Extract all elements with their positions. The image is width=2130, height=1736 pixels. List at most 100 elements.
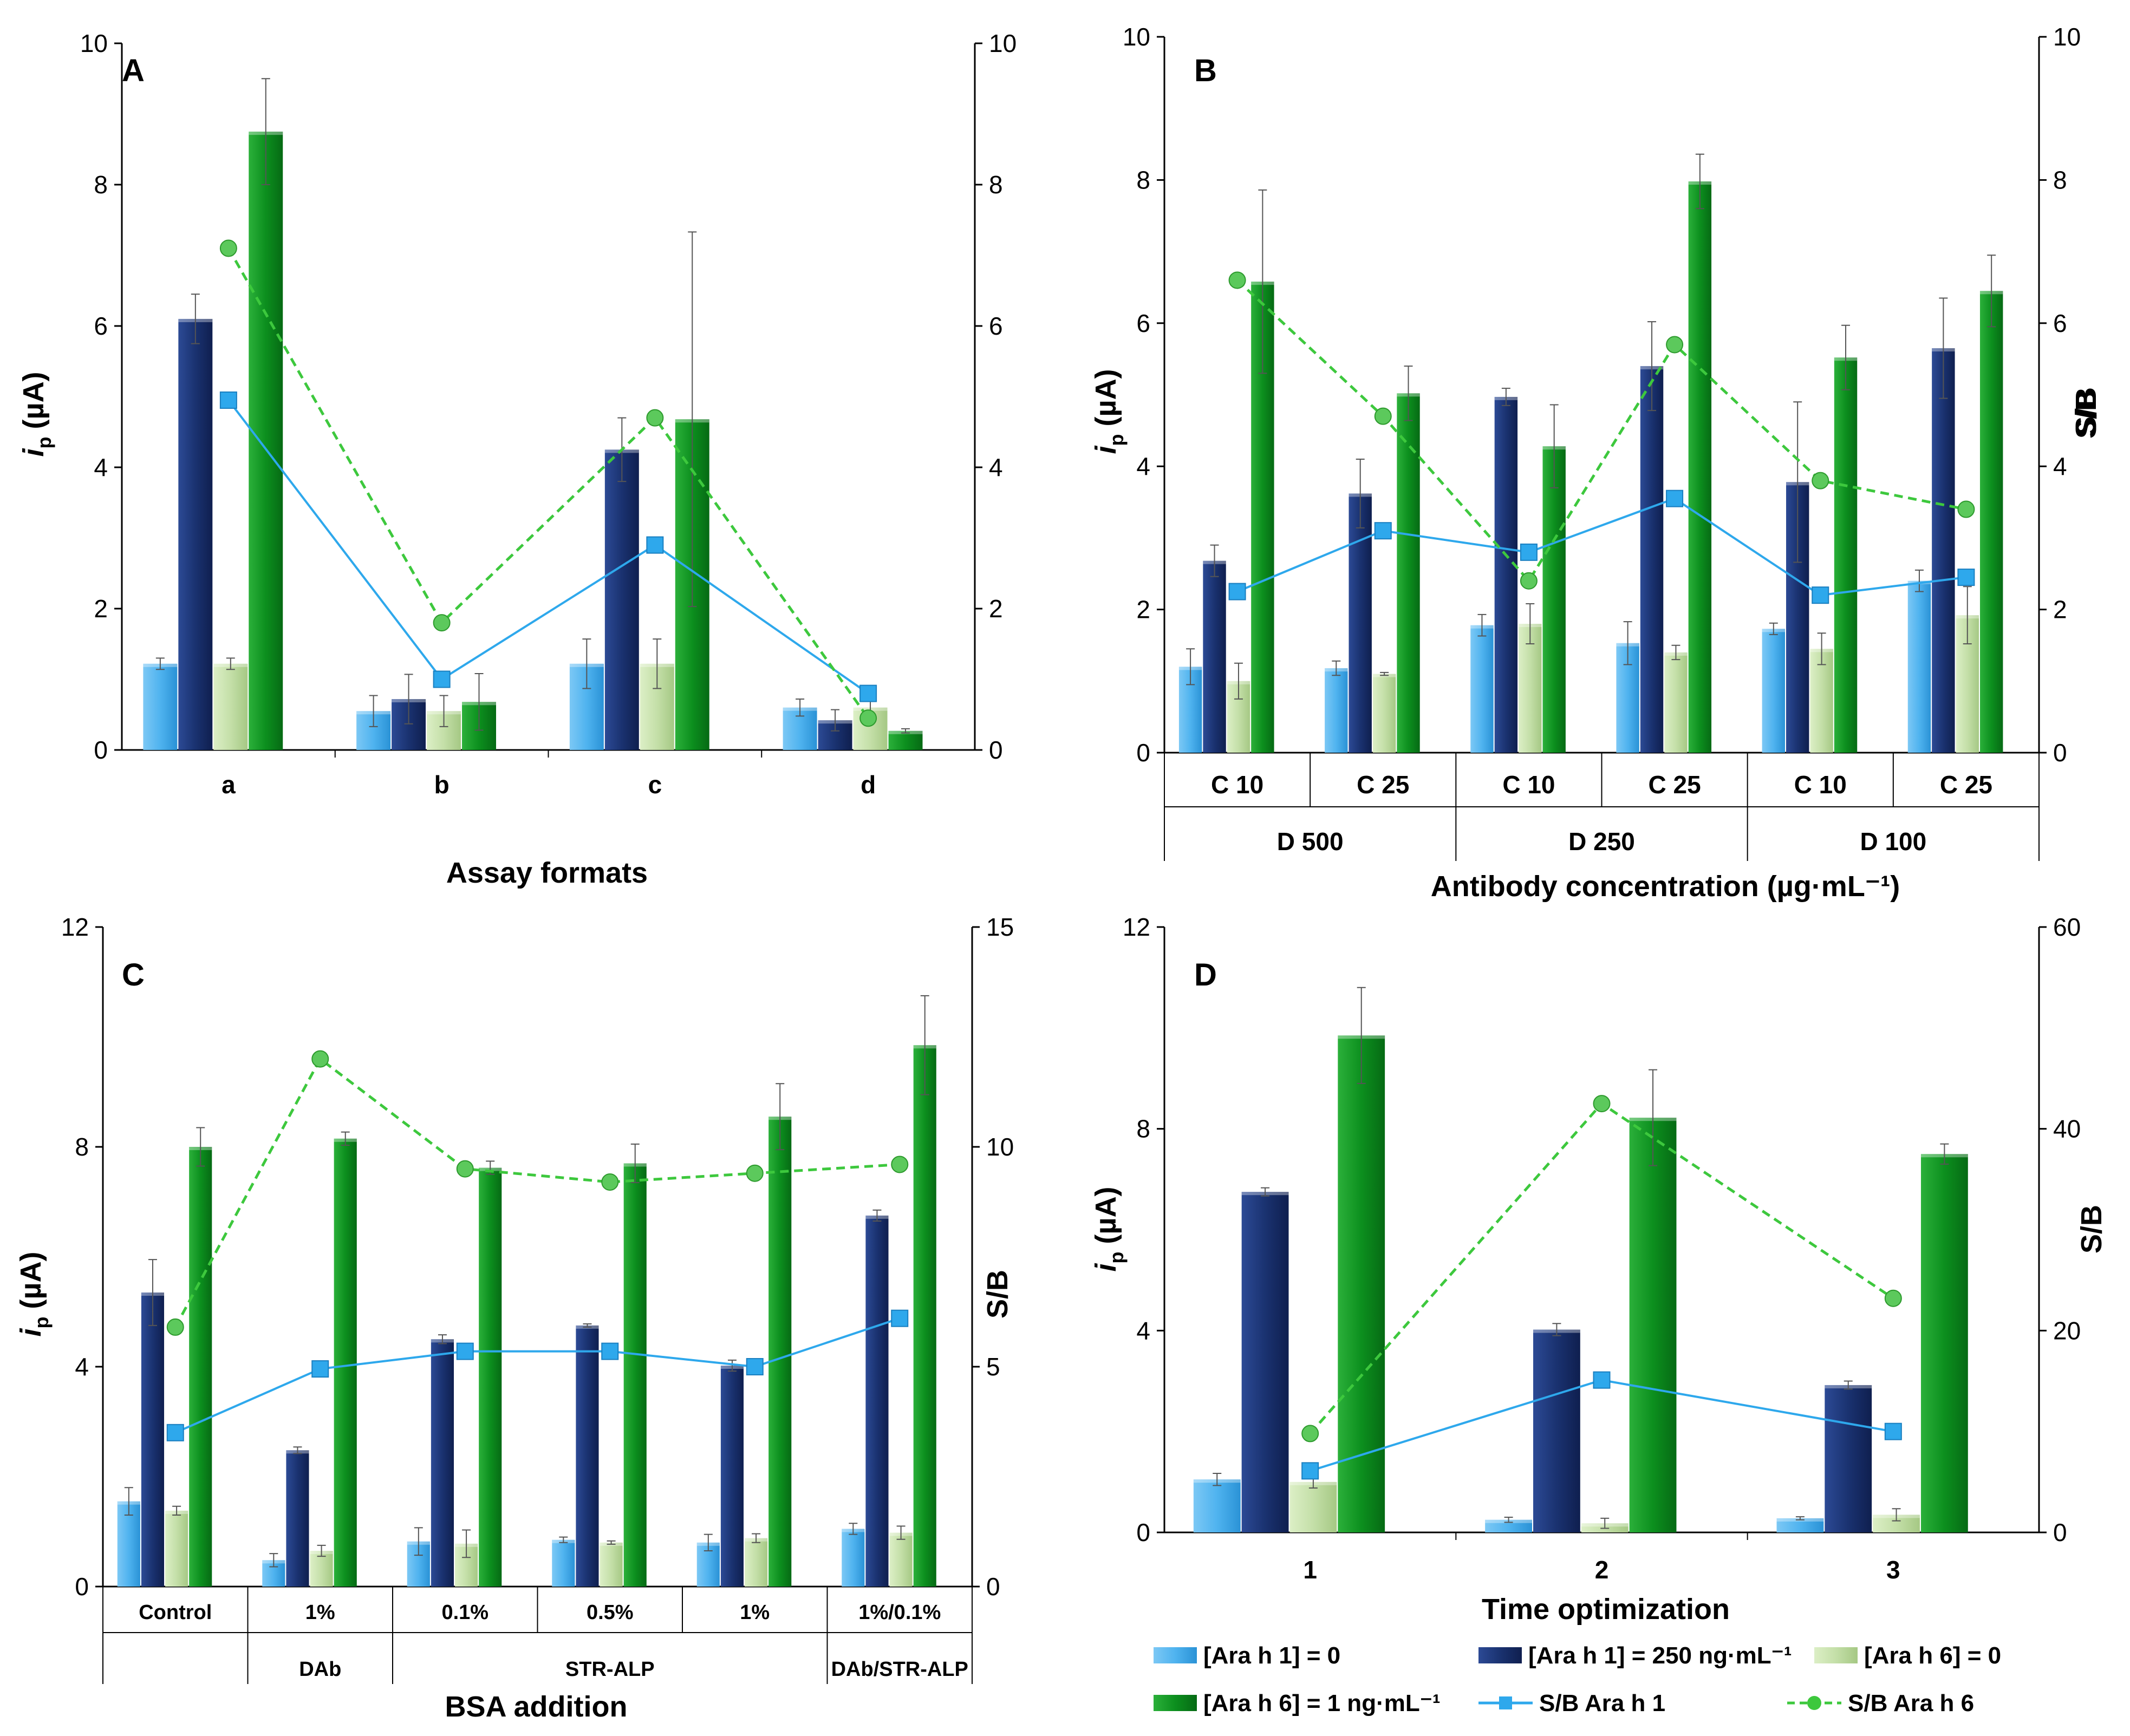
panel-d-ytick-label: 4	[1136, 1316, 1150, 1345]
panel-d-bar-ara1-blank	[1776, 1518, 1824, 1532]
panel-a-y2tick-label: 4	[989, 453, 1003, 481]
panel-c-y2label: S/B	[981, 1270, 1014, 1319]
panel-a-ytick-label: 8	[94, 171, 108, 199]
panel-d-y2tick-label: 20	[2053, 1316, 2081, 1345]
panel-c-ytick-label: 12	[61, 913, 89, 941]
panel-b-sb-ara1-point	[1812, 586, 1829, 604]
panel-c-bar-ara1-250	[720, 1365, 744, 1587]
panel-d-sb-ara1-line	[1310, 1379, 1894, 1472]
panel-b-bar-ara6-blank	[1519, 624, 1542, 753]
panel-c-sb-ara1-point	[311, 1360, 329, 1378]
panel-b-bar-ara1-blank	[1325, 668, 1348, 753]
panel-b-y2tick-label: 0	[2053, 739, 2067, 767]
panel-b-ytick-label: 0	[1136, 739, 1150, 767]
panel-c-bar-ara6-1	[768, 1117, 792, 1587]
panel-a-category-label: b	[434, 771, 450, 799]
panel-b-sb-ara6-point	[1520, 572, 1538, 590]
panel-c-bar-ara6-blank	[600, 1542, 623, 1587]
panel-d-ytick-label: 12	[1123, 913, 1150, 941]
panel-c-sb-ara1-point	[456, 1342, 474, 1360]
panel-c-ytick-label: 0	[75, 1572, 89, 1601]
panel-a-bar-ara6-blank	[213, 663, 248, 750]
legend-label-ara6-blank: [Ara h 6] = 0	[1864, 1642, 2001, 1669]
panel-c-y2tick-label: 5	[986, 1353, 1000, 1381]
panel-c-ytick-label: 4	[75, 1353, 89, 1381]
panel-d-y2tick-label: 0	[2053, 1518, 2067, 1546]
legend-swatch-ara1-blank	[1154, 1647, 1197, 1663]
panel-c-ylabel: ip(µA)	[15, 1251, 53, 1336]
panel-a-sb-ara1-line	[227, 399, 869, 695]
panel-b-bar-ara1-250	[1640, 366, 1664, 753]
panel-b-bar-ara6-1	[1979, 291, 2003, 753]
panel-b-y2tick-label: 8	[2053, 166, 2067, 194]
panel-b-y2tick-label: 6	[2053, 309, 2067, 337]
panel-a-y2tick-label: 10	[989, 29, 1017, 57]
panel-a-sb-ara1-point	[433, 670, 451, 688]
panel-b-bar-ara6-blank	[1372, 674, 1396, 753]
panel-c-sb-ara6-point	[311, 1050, 329, 1068]
panel-a-sb-ara6-line	[227, 247, 870, 719]
panel-a-bar-ara1-250	[604, 449, 639, 750]
legend-item-sb-ara1: S/B Ara h 1	[1478, 1690, 1665, 1717]
legend-item-ara1-250: [Ara h 1] = 250 ng·mL⁻¹	[1478, 1642, 1792, 1669]
panel-c-sb-ara1-line	[174, 1317, 900, 1434]
panel-c-bar-ara6-blank	[889, 1532, 913, 1587]
legend-item-ara6-blank: [Ara h 6] = 0	[1814, 1642, 2001, 1669]
panel-b-bar-ara6-blank	[1810, 649, 1833, 753]
panel-c-sb-ara1-point	[166, 1424, 184, 1441]
panel-c-bar-ara1-blank	[842, 1529, 865, 1587]
panel-b-sb-ara1-line	[1236, 497, 1966, 597]
panel-a-bar-ara1-250	[178, 318, 213, 750]
panel-d-y2tick-label: 60	[2053, 913, 2081, 941]
panel-b-category-label: C 25	[1940, 771, 1992, 799]
panel-b-sb-ara1-point	[1228, 583, 1246, 601]
panel-c-bar-ara6-1	[334, 1138, 357, 1587]
panel-a-ytick-label: 6	[94, 312, 108, 340]
panel-d-ylabel: ip(µA)	[1090, 1186, 1128, 1271]
panel-d: D Time optimization S/B ip(µA) 048120204…	[1090, 913, 2108, 1626]
panel-b-sb-ara6-line	[1236, 279, 1966, 583]
panel-d-bar-ara1-blank	[1485, 1519, 1532, 1532]
panel-b-category-label: C 10	[1211, 771, 1263, 799]
panel-c-sb-ara1-point	[891, 1309, 909, 1327]
panel-b-sb-ara1-point	[1957, 569, 1975, 586]
panel-b-ylabel: ip(µA)	[1090, 369, 1128, 454]
legend-swatch-ara6-1	[1154, 1695, 1197, 1711]
panel-c-bar-ara1-250	[286, 1450, 309, 1587]
panel-c-y2tick-label: 15	[986, 913, 1014, 941]
panel-c-sb-ara1-point	[746, 1358, 764, 1375]
panel-a-ytick-label: 0	[94, 736, 108, 764]
panel-d-sb-ara6-point	[1884, 1289, 1902, 1307]
panel-c-bar-ara6-1	[913, 1045, 936, 1587]
panel-d-bar-ara6-blank	[1289, 1482, 1337, 1532]
panel-b: B Antibody concentration (µg·mL⁻¹) S/B i…	[1090, 23, 2102, 903]
legend-item-sb-ara6: S/B Ara h 6	[1787, 1690, 1974, 1717]
legend: [Ara h 1] = 0 [Ara h 1] = 250 ng·mL⁻¹ [A…	[1154, 1642, 2001, 1717]
legend-label-sb-ara6: S/B Ara h 6	[1848, 1690, 1974, 1717]
panel-b-category-label: C 25	[1648, 771, 1701, 799]
panel-d-label: D	[1194, 957, 1217, 993]
panel-b-y2label: S/B	[2070, 387, 2102, 436]
panel-b-bar-ara1-250	[1932, 348, 1955, 753]
panel-c-sb-ara6-point	[601, 1173, 619, 1191]
panel-c-sb-ara6-point	[746, 1164, 764, 1182]
panel-b-sb-ara6-point	[1374, 407, 1392, 425]
panel-b-category-label: C 10	[1502, 771, 1555, 799]
panel-c-category-label: Control	[139, 1601, 212, 1624]
panel-b-y2tick-label: 2	[2053, 596, 2067, 624]
panel-a-bar-ara6-1	[249, 132, 283, 750]
panel-b-label: B	[1194, 53, 1217, 88]
legend-label-ara1-blank: [Ara h 1] = 0	[1203, 1642, 1340, 1669]
panel-c-bar-ara1-250	[865, 1215, 889, 1587]
panel-d-bar-ara1-250	[1825, 1385, 1872, 1532]
panel-a-sb-ara1-point	[859, 684, 877, 702]
panel-b-bar-ara6-blank	[1664, 652, 1688, 753]
legend-swatch-ara1-250	[1478, 1647, 1522, 1663]
panel-a-sb-ara1-point	[646, 536, 664, 554]
panel-b-y2tick-label: 10	[2053, 23, 2081, 51]
panel-d-bar-ara1-250	[1533, 1329, 1580, 1532]
panel-c-sb-ara6-point	[456, 1160, 474, 1178]
panel-d-bar-ara6-1	[1629, 1118, 1677, 1532]
panel-c-xlabel: BSA addition	[445, 1691, 628, 1723]
panel-d-sb-ara1-point	[1301, 1462, 1319, 1480]
